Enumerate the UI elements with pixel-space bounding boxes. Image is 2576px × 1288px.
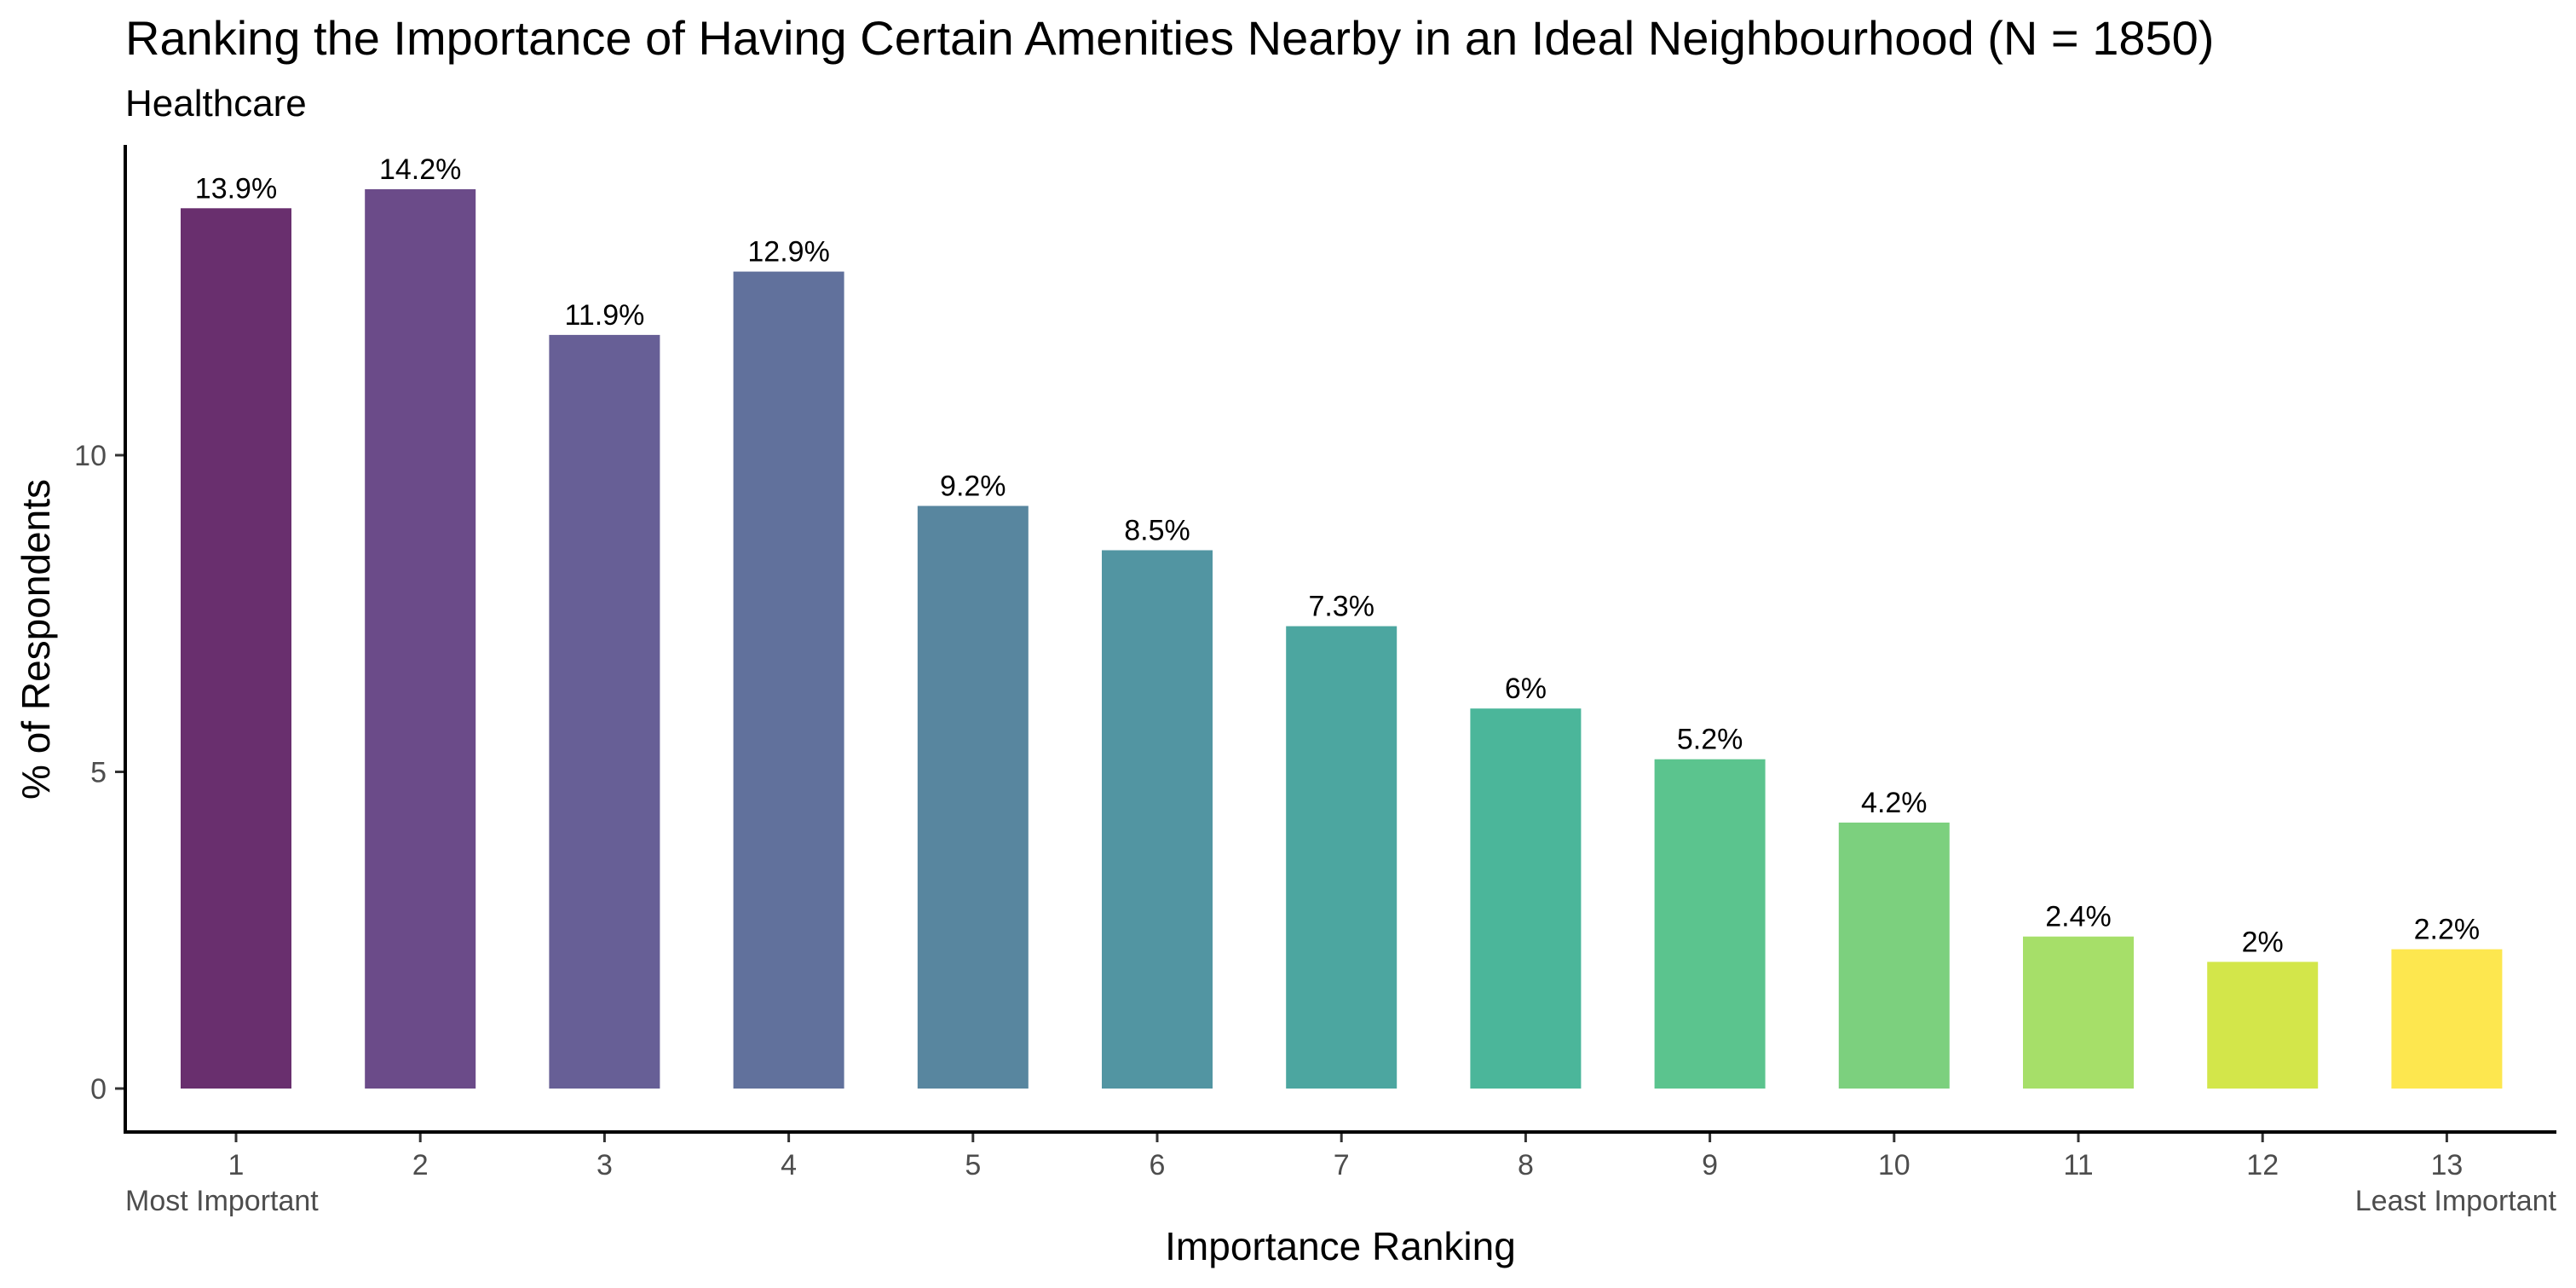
bar xyxy=(1654,759,1766,1089)
bar-data-label: 2% xyxy=(2242,926,2284,958)
x-tick-label: 2 xyxy=(412,1149,429,1181)
bar xyxy=(365,189,476,1089)
bar-data-label: 7.3% xyxy=(1308,591,1374,623)
bar xyxy=(1838,823,1950,1089)
x-axis-right-end-label: Least Important xyxy=(2355,1185,2557,1217)
chart-title: Ranking the Importance of Having Certain… xyxy=(125,11,2214,65)
x-tick-label: 3 xyxy=(596,1149,613,1181)
x-tick-label: 12 xyxy=(2246,1149,2279,1181)
x-tick-label: 7 xyxy=(1334,1149,1350,1181)
bar-data-label: 13.9% xyxy=(195,172,277,205)
x-tick-label: 10 xyxy=(1878,1149,1910,1181)
bar xyxy=(733,271,844,1089)
bars-layer: 13.9% 14.2% 11.9% 12.9% 9.2% 8.5% 7.3% 6% 5.2% 4.… xyxy=(181,153,2503,1089)
bar-data-label: 8.5% xyxy=(1124,515,1190,547)
bar xyxy=(917,505,1029,1089)
bar xyxy=(1470,708,1582,1089)
bar-data-label: 2.4% xyxy=(2045,901,2112,933)
x-tick-label: 5 xyxy=(965,1149,981,1181)
bar-data-label: 4.2% xyxy=(1861,787,1928,819)
x-axis-left-end-label: Most Important xyxy=(125,1185,319,1217)
bar-data-label: 5.2% xyxy=(1677,724,1743,756)
x-axis-label: Importance Ranking xyxy=(1165,1224,1516,1268)
bar-data-label: 12.9% xyxy=(747,236,829,269)
x-tick-label: 1 xyxy=(228,1149,245,1181)
bar-data-label: 9.2% xyxy=(940,471,1006,503)
bar xyxy=(549,334,660,1089)
bar-data-label: 2.2% xyxy=(2414,914,2481,946)
x-tick-label: 13 xyxy=(2430,1149,2463,1181)
y-axis-label: % of Respondents xyxy=(14,479,58,800)
x-tick-label: 9 xyxy=(1702,1149,1718,1181)
bar xyxy=(1102,550,1213,1089)
y-tick-label: 10 xyxy=(74,440,107,472)
x-tick-label: 8 xyxy=(1518,1149,1534,1181)
x-tick-label: 6 xyxy=(1150,1149,1166,1181)
y-tick-label: 5 xyxy=(90,757,107,789)
bar-data-label: 6% xyxy=(1505,673,1547,705)
bar xyxy=(181,208,291,1089)
bar xyxy=(1286,626,1397,1089)
bar-data-label: 14.2% xyxy=(379,153,461,186)
y-tick-label: 0 xyxy=(90,1073,107,1106)
bar xyxy=(2391,949,2503,1089)
x-tick-label: 11 xyxy=(2063,1149,2093,1181)
bar-data-label: 11.9% xyxy=(564,299,644,332)
bar xyxy=(2023,936,2134,1089)
x-tick-label: 4 xyxy=(781,1149,797,1181)
bar xyxy=(2207,962,2319,1089)
chart-subtitle: Healthcare xyxy=(125,83,307,124)
